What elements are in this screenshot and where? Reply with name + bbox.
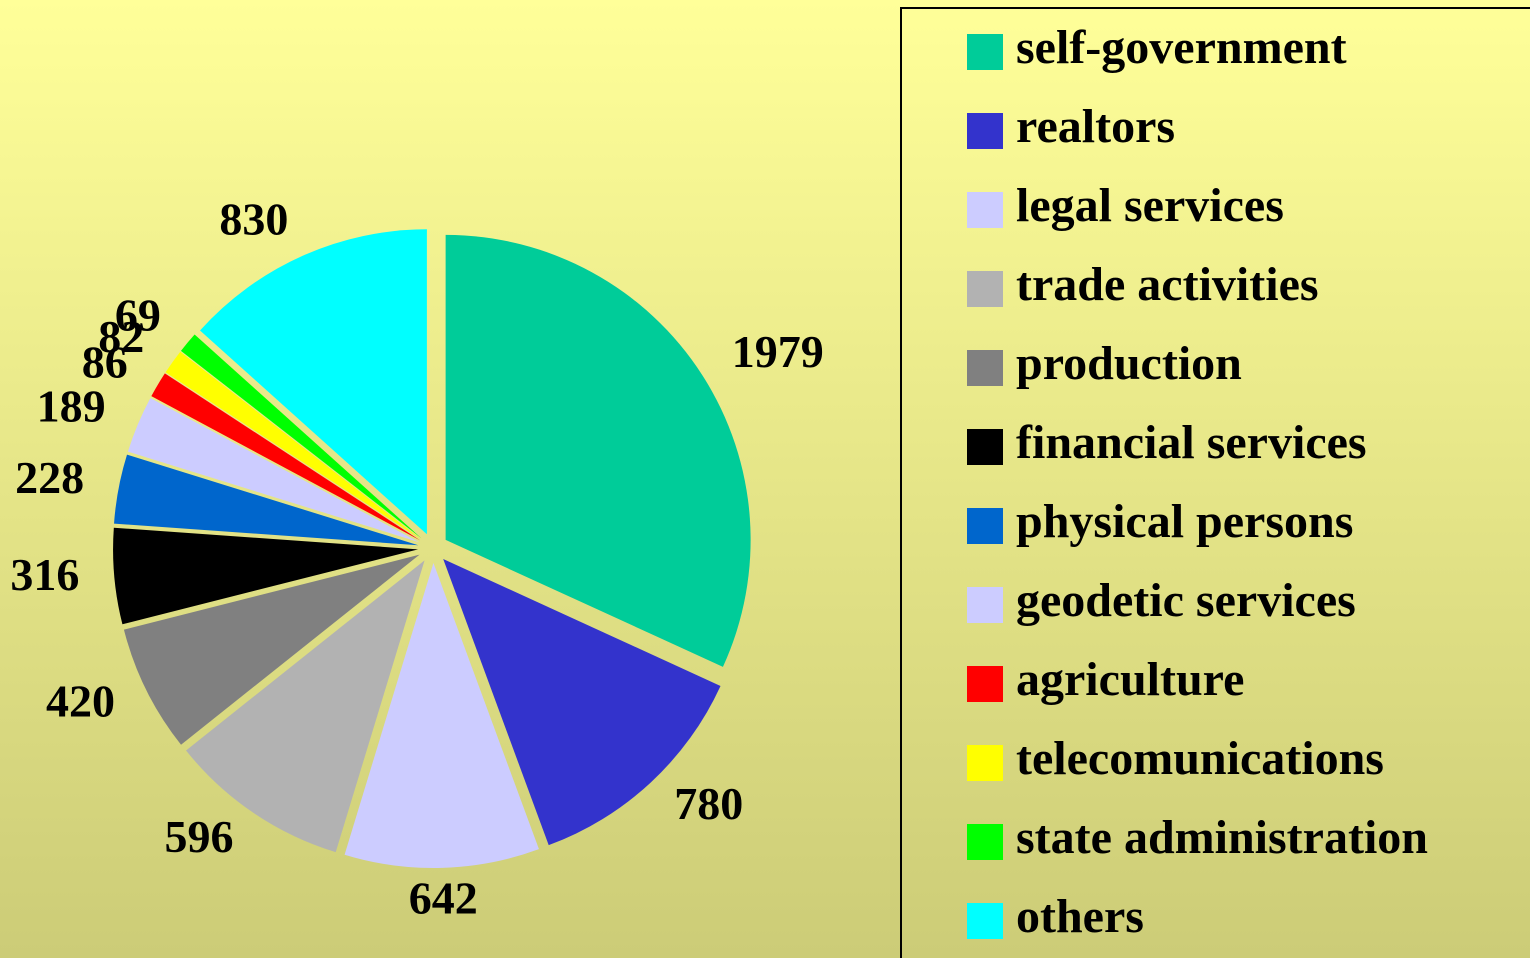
legend-swatch (967, 192, 1003, 228)
legend-swatch (967, 271, 1003, 307)
pie-slice (180, 334, 422, 539)
legend-label: legal services (1016, 179, 1284, 232)
data-label: 82 (98, 311, 144, 362)
pie-slice (344, 562, 539, 868)
legend-label: realtors (1016, 100, 1175, 153)
pie-slice (165, 351, 421, 540)
legend-swatch (967, 508, 1003, 544)
legend-swatch (967, 745, 1003, 781)
legend-label: geodetic services (1016, 574, 1356, 627)
data-label: 420 (46, 675, 115, 726)
data-label: 189 (37, 380, 106, 431)
legend-label: agriculture (1016, 653, 1244, 706)
pie-slice (127, 398, 420, 543)
legend-swatch (967, 429, 1003, 465)
data-label: 1979 (732, 326, 824, 377)
legend-label: telecomunications (1016, 732, 1384, 785)
pie-slice (445, 234, 751, 667)
legend-label: trade activities (1016, 258, 1319, 311)
pie-slice (186, 560, 425, 853)
pie-slice (123, 554, 420, 745)
legend-swatch (967, 587, 1003, 623)
legend-swatch (967, 666, 1003, 702)
legend-label: physical persons (1016, 495, 1353, 548)
legend-box (900, 7, 1530, 958)
pie-slice (200, 229, 427, 535)
pie-slice (114, 454, 419, 546)
pie-slice (151, 373, 421, 541)
data-label: 642 (409, 872, 478, 923)
data-label: 228 (15, 452, 84, 503)
data-label: 86 (82, 336, 128, 387)
data-label: 830 (219, 193, 288, 244)
pie-slice (113, 527, 419, 625)
legend-swatch (967, 113, 1003, 149)
legend-swatch (967, 903, 1003, 939)
pie-slice (443, 559, 721, 846)
data-label: 69 (115, 290, 161, 341)
legend-label: production (1016, 337, 1242, 390)
legend-label: financial services (1016, 416, 1367, 469)
legend-label: state administration (1016, 811, 1428, 864)
legend-swatch (967, 350, 1003, 386)
legend-label: others (1016, 890, 1144, 943)
legend-label: self-government (1016, 21, 1347, 74)
legend-swatch (967, 824, 1003, 860)
data-label: 596 (164, 811, 233, 862)
data-label: 780 (674, 778, 743, 829)
legend-swatch (967, 34, 1003, 70)
data-label: 316 (10, 549, 79, 600)
